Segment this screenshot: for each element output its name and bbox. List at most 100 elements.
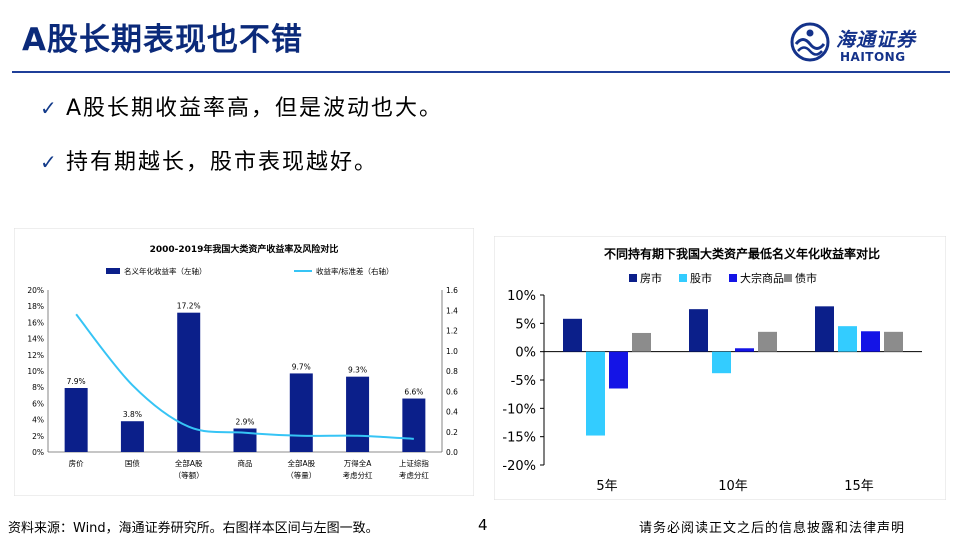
- bar: [689, 309, 708, 352]
- bullet-text-2: 持有期越长，股市表现越好。: [66, 150, 379, 175]
- data-label: 9.3%: [348, 366, 367, 375]
- left-tick-label: 10%: [27, 367, 44, 376]
- data-label: 6.6%: [404, 388, 423, 397]
- left-tick-label: 18%: [27, 302, 44, 311]
- y-tick-label: 5%: [515, 317, 536, 332]
- page-number: 4: [478, 516, 488, 534]
- logo-name-en: HAITONG: [840, 50, 906, 64]
- slide-title: A股长期表现也不错: [22, 22, 303, 58]
- category-label: 上证综指考虑分红: [399, 458, 429, 480]
- left-tick-label: 12%: [27, 351, 44, 360]
- bar: [838, 326, 857, 352]
- disclaimer: 请务必阅读正文之后的信息披露和法律声明: [639, 521, 906, 536]
- right-tick-label: 1.4: [446, 306, 458, 315]
- right-tick-label: 0.2: [446, 428, 458, 437]
- y-tick-label: 0%: [515, 346, 536, 361]
- right-tick-label: 0.4: [446, 408, 458, 417]
- y-tick-label: 10%: [507, 289, 536, 304]
- legend-label: 房市: [640, 271, 662, 285]
- data-label: 7.9%: [67, 377, 86, 386]
- legend-swatch: [784, 274, 792, 282]
- data-label: 3.8%: [123, 410, 142, 419]
- left-tick-label: 20%: [27, 286, 44, 295]
- category-label-line: （等额）: [174, 470, 204, 480]
- bar: [609, 351, 628, 389]
- source-note: 资料来源：Wind，海通证券研究所。右图样本区间与左图一致。: [8, 521, 379, 536]
- data-label: 2.9%: [235, 418, 254, 427]
- legend-label: 股市: [690, 271, 712, 285]
- bar: [233, 428, 257, 452]
- bar: [177, 312, 201, 452]
- y-tick-label: -20%: [502, 459, 536, 474]
- data-label: 9.7%: [292, 362, 311, 371]
- legend-swatch: [629, 274, 637, 282]
- category-label-line: 考虑分红: [343, 470, 373, 480]
- bar: [346, 376, 370, 452]
- category-label: 15年: [844, 479, 874, 494]
- right-tick-label: 1.6: [446, 286, 458, 295]
- left-tick-label: 4%: [32, 416, 44, 425]
- ratio-line: [75, 313, 414, 440]
- category-label: 5年: [596, 479, 617, 494]
- chart-frame: [14, 228, 474, 496]
- left-tick-label: 0%: [32, 448, 44, 457]
- legend-swatch-bar: [106, 268, 120, 274]
- category-label-line: 上证综指: [399, 458, 429, 468]
- checkmark-icon: ✓: [40, 96, 59, 120]
- right-tick-label: 0.6: [446, 387, 458, 396]
- y-tick-label: -10%: [502, 402, 536, 417]
- category-label: 10年: [718, 479, 748, 494]
- category-label-line: 考虑分红: [399, 470, 429, 480]
- category-label-line: 商品: [238, 458, 253, 468]
- category-label: 全部A股 （等额）: [174, 458, 204, 480]
- bar: [861, 331, 880, 352]
- category-label: 国债: [125, 458, 140, 468]
- legend-label: 债市: [795, 271, 817, 285]
- bar: [758, 331, 777, 352]
- left-tick-label: 14%: [27, 335, 44, 344]
- legend-label-bar: 名义年化收益率（左轴）: [124, 266, 207, 276]
- bar: [815, 306, 834, 352]
- category-label: 房价: [69, 458, 84, 468]
- category-label-line: 全部A股: [287, 458, 315, 468]
- left-tick-label: 16%: [27, 318, 44, 327]
- data-label: 17.2%: [177, 302, 201, 311]
- right-tick-label: 0.8: [446, 367, 458, 376]
- bar: [632, 332, 651, 352]
- bar: [64, 388, 88, 452]
- legend-label-line: 收益率/标准差（右轴）: [316, 266, 394, 276]
- bullet-item-1: ✓ A股长期收益率高，但是波动也大。: [40, 90, 443, 122]
- category-label: 万得全A 考虑分红: [343, 458, 373, 480]
- legend-swatch: [679, 274, 687, 282]
- logo-name-cn: 海通证券: [836, 29, 917, 51]
- bar: [884, 331, 903, 352]
- bullet-text-1: A股长期收益率高，但是波动也大。: [66, 96, 444, 121]
- bar: [586, 351, 605, 436]
- right-tick-label: 1.2: [446, 327, 458, 336]
- left-tick-label: 8%: [32, 383, 44, 392]
- left-tick-label: 6%: [32, 399, 44, 408]
- category-label-line: 房价: [69, 458, 84, 468]
- category-label-line: （等量）: [286, 470, 316, 480]
- bar: [563, 318, 582, 352]
- bar: [735, 348, 754, 352]
- y-tick-label: -5%: [511, 374, 536, 389]
- left-tick-label: 2%: [32, 432, 44, 441]
- category-label: 商品: [238, 458, 253, 468]
- category-label-line: 国债: [125, 458, 140, 468]
- right-tick-label: 0.0: [446, 448, 458, 457]
- bar: [120, 421, 144, 452]
- right-tick-label: 1.0: [446, 347, 458, 356]
- legend-label: 大宗商品: [740, 271, 784, 285]
- chart-title: 2000-2019年我国大类资产收益率及风险对比: [150, 243, 339, 255]
- bar: [402, 398, 426, 452]
- bar: [712, 351, 731, 374]
- category-label-line: 万得全A: [344, 458, 372, 468]
- y-tick-label: -15%: [502, 431, 536, 446]
- category-label: 全部A股 （等量）: [286, 458, 316, 480]
- legend-swatch: [729, 274, 737, 282]
- bullet-item-2: ✓ 持有期越长，股市表现越好。: [40, 144, 378, 176]
- category-label-line: 全部A股: [175, 458, 203, 468]
